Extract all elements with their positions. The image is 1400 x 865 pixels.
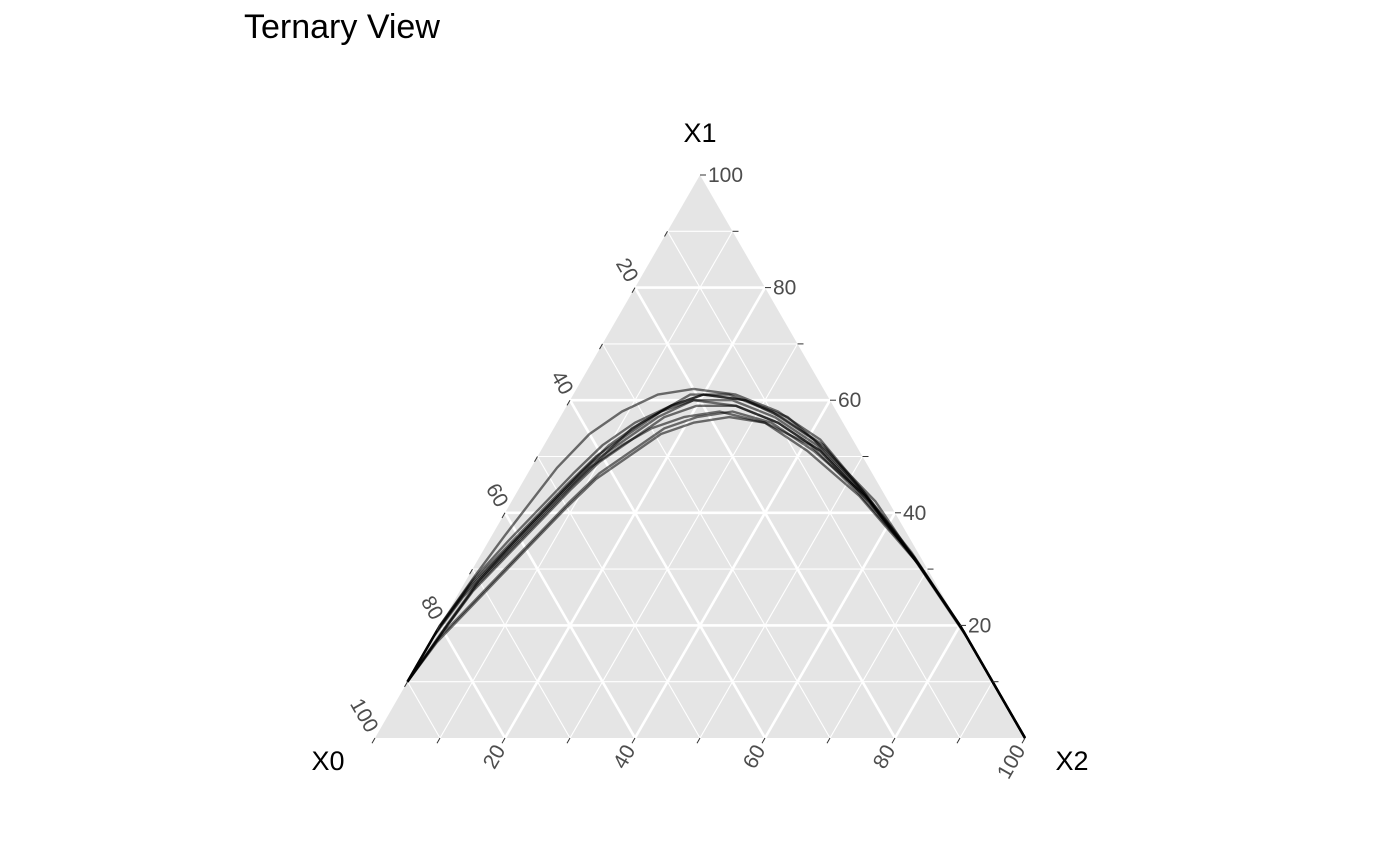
tick-mark-x2 [436,737,441,744]
grid-line-x2 [829,568,928,739]
axis-label-x2: X2 [1055,746,1088,776]
tick-mark-x2 [891,737,896,744]
tick-label-x2: 20 [479,741,511,773]
tick-label-x0: 100 [345,695,382,737]
tick-mark-x2 [631,737,636,744]
tick-mark-x0 [566,399,571,406]
tick-mark-x2 [1021,737,1026,744]
tick-label-x0: 40 [546,367,578,399]
grid-line-x2 [959,681,993,739]
tick-label-x1: 80 [773,277,796,300]
data-series [406,387,1027,739]
tick-mark-x2 [501,737,506,744]
tick-label-x1: 100 [708,164,743,187]
tick-mark-x0 [599,343,603,350]
tick-label-x2: 40 [609,741,641,773]
tick-label-x2: 80 [869,741,901,773]
grid-line-x2 [763,512,897,739]
tick-mark-x0 [501,512,506,519]
tick-label-x1: 20 [968,614,991,637]
tick-label-x2: 60 [739,741,771,773]
grid-line-x2 [569,343,798,739]
tick-label-x0: 80 [416,592,448,624]
tick-mark-x0 [404,681,408,688]
tick-label-x1: 40 [903,502,926,525]
tick-mark-x2 [956,737,961,744]
tick-mark-x2 [826,737,831,744]
tick-mark-x0 [371,737,376,744]
series-line-10 [406,393,1027,739]
tick-label-x0: 20 [611,254,643,286]
tick-mark-x2 [566,737,571,744]
axis-label-x1: X1 [683,118,716,148]
grid-line-x0 [438,624,507,739]
grid-line-x0 [667,231,961,739]
grid-line-x0 [537,456,701,739]
tick-mark-x2 [761,737,766,744]
grid-line-x2 [893,624,962,739]
tick-mark-x0 [631,287,636,294]
grid-line-x0 [472,568,571,739]
grid-line-x0 [407,681,441,739]
tick-label-x2: 100 [993,741,1030,783]
tick-mark-x2 [696,737,701,744]
grid-line-x0 [602,343,831,739]
tick-mark-x0 [664,231,668,237]
tick-mark-x0 [436,625,441,631]
grid-line-x2 [699,456,863,739]
tick-mark-x0 [469,568,473,575]
grid-lines [407,230,993,739]
chart-title: Ternary View [244,8,440,46]
axis-label-x0: X0 [311,746,344,776]
tick-label-x0: 60 [481,480,513,512]
tick-mark-x0 [534,456,538,462]
tick-label-x1: 60 [838,389,861,412]
